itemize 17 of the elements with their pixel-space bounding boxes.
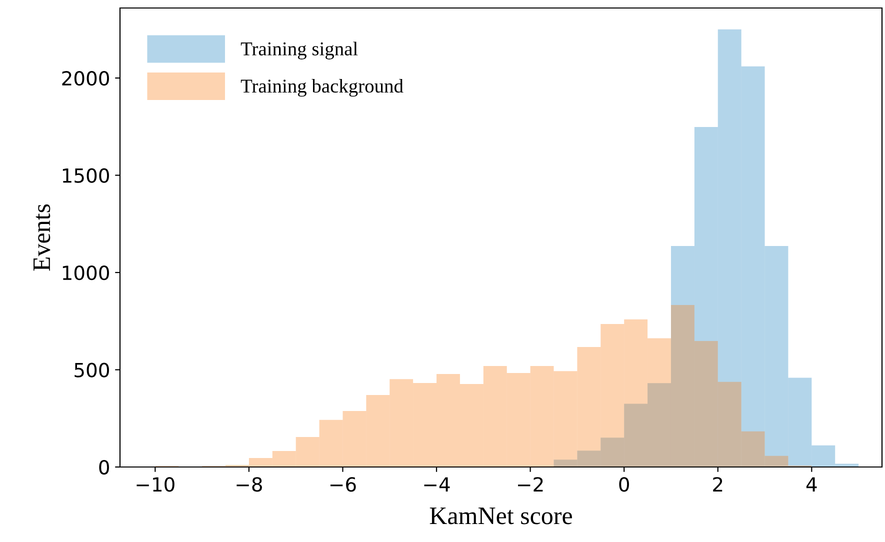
y-tick-label: 1500 bbox=[62, 168, 109, 183]
x-tick-label: −4 bbox=[424, 477, 450, 492]
x-tick-label: −2 bbox=[518, 477, 543, 492]
x-tick-label: 0 bbox=[619, 477, 629, 492]
legend-label: Training signal bbox=[240, 42, 358, 60]
y-axis-title: Events bbox=[34, 204, 50, 271]
x-tick-label: −10 bbox=[136, 477, 174, 492]
x-tick-label: 4 bbox=[806, 477, 817, 492]
x-tick-label: −6 bbox=[330, 477, 356, 492]
x-tick-label: −8 bbox=[236, 477, 262, 492]
legend-label: Training background bbox=[240, 78, 404, 97]
y-tick-label: 1000 bbox=[62, 265, 109, 280]
x-tick-label: 2 bbox=[713, 477, 722, 492]
y-tick-label: 2000 bbox=[62, 70, 109, 86]
y-tick-label: 0 bbox=[99, 460, 109, 475]
x-axis-title: KamNet score bbox=[430, 508, 572, 524]
y-tick-label: 500 bbox=[74, 362, 109, 378]
